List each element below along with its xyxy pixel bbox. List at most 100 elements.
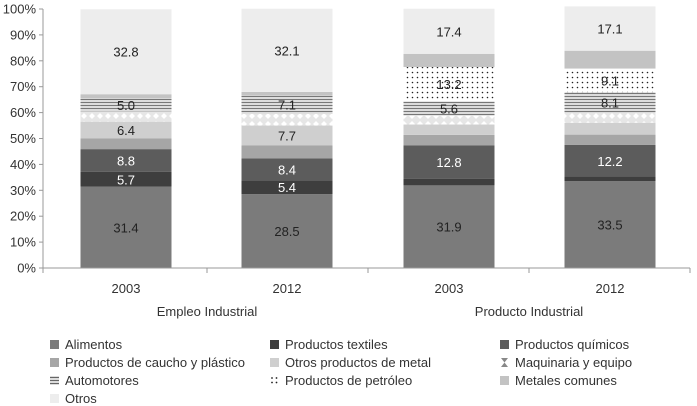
legend-label: Productos textiles bbox=[285, 336, 388, 352]
legend-swatch bbox=[500, 357, 509, 367]
data-label: 7.7 bbox=[278, 129, 296, 144]
bar-segment-metales-comunes bbox=[403, 53, 495, 68]
data-labels: 31.4 5.7 8.8 6.4 5.0 32.8 28.5 5.4 8.4 7.7 7.1 32.1… bbox=[113, 22, 622, 240]
bar-segment-productos-textiles bbox=[403, 178, 495, 186]
x-group-label: Empleo Industrial bbox=[157, 304, 258, 319]
bar-segment-productos-textiles bbox=[80, 171, 172, 187]
data-label: 32.8 bbox=[113, 45, 138, 60]
bar-segment-productos-de-petróleo bbox=[564, 68, 656, 93]
bar-segment-automotores bbox=[403, 101, 495, 116]
legend-item: Productos químicos bbox=[500, 336, 629, 352]
bar-segment-productos-químicos bbox=[564, 144, 656, 177]
bar-segment-otros bbox=[564, 6, 656, 51]
x-tick-label: 2012 bbox=[596, 281, 625, 296]
data-label: 17.4 bbox=[436, 24, 461, 39]
data-label: 5.6 bbox=[440, 101, 458, 116]
bar-segment-alimentos bbox=[564, 181, 656, 268]
data-label: 17.1 bbox=[597, 22, 622, 37]
y-tick-label: 70% bbox=[10, 79, 36, 94]
bar-segment-otros-productos-de-metal bbox=[403, 124, 495, 135]
legend-swatch bbox=[50, 339, 59, 349]
y-tick-label: 10% bbox=[10, 235, 36, 250]
legend-item: Automotores bbox=[50, 372, 139, 388]
legend-item: Alimentos bbox=[50, 336, 122, 352]
legend-item: Maquinaria y equipo bbox=[500, 354, 632, 370]
legend-label: Metales comunes bbox=[515, 372, 617, 388]
legend: Alimentos Productos textiles Productos quí… bbox=[50, 335, 690, 406]
bar-segment-otros bbox=[80, 9, 172, 95]
y-tick-label: 30% bbox=[10, 183, 36, 198]
data-label: 7.1 bbox=[278, 98, 296, 113]
data-label: 5.7 bbox=[117, 172, 135, 187]
bar-segment-productos-textiles bbox=[241, 180, 333, 195]
bars bbox=[80, 6, 656, 268]
bar-segment-maquinaria-y-equipo bbox=[80, 111, 172, 122]
legend-swatch bbox=[50, 357, 59, 367]
bar-segment-productos-textiles bbox=[564, 176, 656, 182]
bar-segment-maquinaria-y-equipo bbox=[564, 113, 656, 123]
data-label: 31.4 bbox=[113, 220, 138, 235]
data-label: 12.8 bbox=[436, 155, 461, 170]
data-label: 9.1 bbox=[601, 73, 619, 88]
bar-segment-otros-productos-de-metal bbox=[241, 125, 333, 146]
bar-segment-automotores bbox=[564, 92, 656, 114]
legend-label: Productos de petróleo bbox=[285, 372, 413, 388]
legend-item: Otros productos de metal bbox=[270, 354, 431, 370]
bar-segment-automotores bbox=[80, 98, 172, 112]
bar-segment-productos-de-caucho-y-plástico bbox=[80, 138, 172, 150]
bar-segment-metales-comunes bbox=[80, 94, 172, 99]
bar-segment-productos-químicos bbox=[80, 149, 172, 172]
bar-segment-productos-de-caucho-y-plástico bbox=[403, 134, 495, 146]
data-label: 8.4 bbox=[278, 162, 296, 177]
legend-label: Automotores bbox=[65, 372, 139, 388]
bar-segment-productos-de-caucho-y-plástico bbox=[241, 145, 333, 159]
data-label: 31.9 bbox=[436, 220, 461, 235]
bar-segment-alimentos bbox=[80, 186, 172, 268]
data-label: 6.4 bbox=[117, 123, 135, 138]
legend-item: Otros bbox=[50, 390, 97, 406]
y-tick-label: 90% bbox=[10, 27, 36, 42]
bar-segment-productos-de-petróleo bbox=[403, 67, 495, 102]
legend-label: Productos químicos bbox=[515, 336, 630, 352]
legend-swatch bbox=[270, 339, 279, 349]
legend-swatch bbox=[500, 339, 509, 349]
legend-item: Productos de petróleo bbox=[270, 372, 412, 388]
x-tick-label: 2003 bbox=[435, 281, 464, 296]
legend-swatch bbox=[270, 357, 279, 367]
bar-segment-productos-de-caucho-y-plástico bbox=[564, 134, 656, 145]
data-label: 5.0 bbox=[117, 98, 135, 113]
y-tick-label: 0% bbox=[17, 261, 36, 276]
y-tick-label: 50% bbox=[10, 131, 36, 146]
x-tick-label: 2003 bbox=[112, 281, 141, 296]
data-label: 28.5 bbox=[274, 224, 299, 239]
data-label: 12.2 bbox=[597, 154, 622, 169]
bar-segment-otros-productos-de-metal bbox=[80, 121, 172, 139]
data-label: 8.1 bbox=[601, 96, 619, 111]
bar-segment-otros bbox=[241, 8, 333, 92]
bar-segment-productos-químicos bbox=[241, 158, 333, 181]
legend-label: Productos de caucho y plástico bbox=[65, 354, 245, 370]
legend-label: Otros bbox=[65, 390, 97, 406]
data-label: 33.5 bbox=[597, 218, 622, 233]
legend-item: Productos textiles bbox=[270, 336, 388, 352]
legend-swatch bbox=[270, 375, 279, 385]
x-tick-label: 2012 bbox=[273, 281, 302, 296]
x-group-label: Producto Industrial bbox=[475, 304, 584, 319]
y-tick-label: 40% bbox=[10, 157, 36, 172]
legend-item: Metales comunes bbox=[500, 372, 617, 388]
legend-item: Productos de caucho y plástico bbox=[50, 354, 245, 370]
bar-segment-alimentos bbox=[403, 185, 495, 268]
bar-segment-metales-comunes bbox=[564, 50, 656, 69]
y-axis: 0% 10% 20% 30% 40% 50% 60% 70% 80% 90% 100% bbox=[3, 2, 44, 276]
bar-segment-productos-químicos bbox=[403, 145, 495, 179]
y-tick-label: 20% bbox=[10, 209, 36, 224]
legend-label: Maquinaria y equipo bbox=[515, 354, 633, 370]
bar-segment-alimentos bbox=[241, 194, 333, 268]
bar-segment-otros-productos-de-metal bbox=[564, 122, 656, 135]
bar-segment-otros bbox=[403, 8, 495, 54]
legend-label: Alimentos bbox=[65, 336, 123, 352]
bar-segment-maquinaria-y-equipo bbox=[241, 113, 333, 126]
legend-swatch bbox=[50, 393, 59, 403]
data-label: 5.4 bbox=[278, 180, 296, 195]
